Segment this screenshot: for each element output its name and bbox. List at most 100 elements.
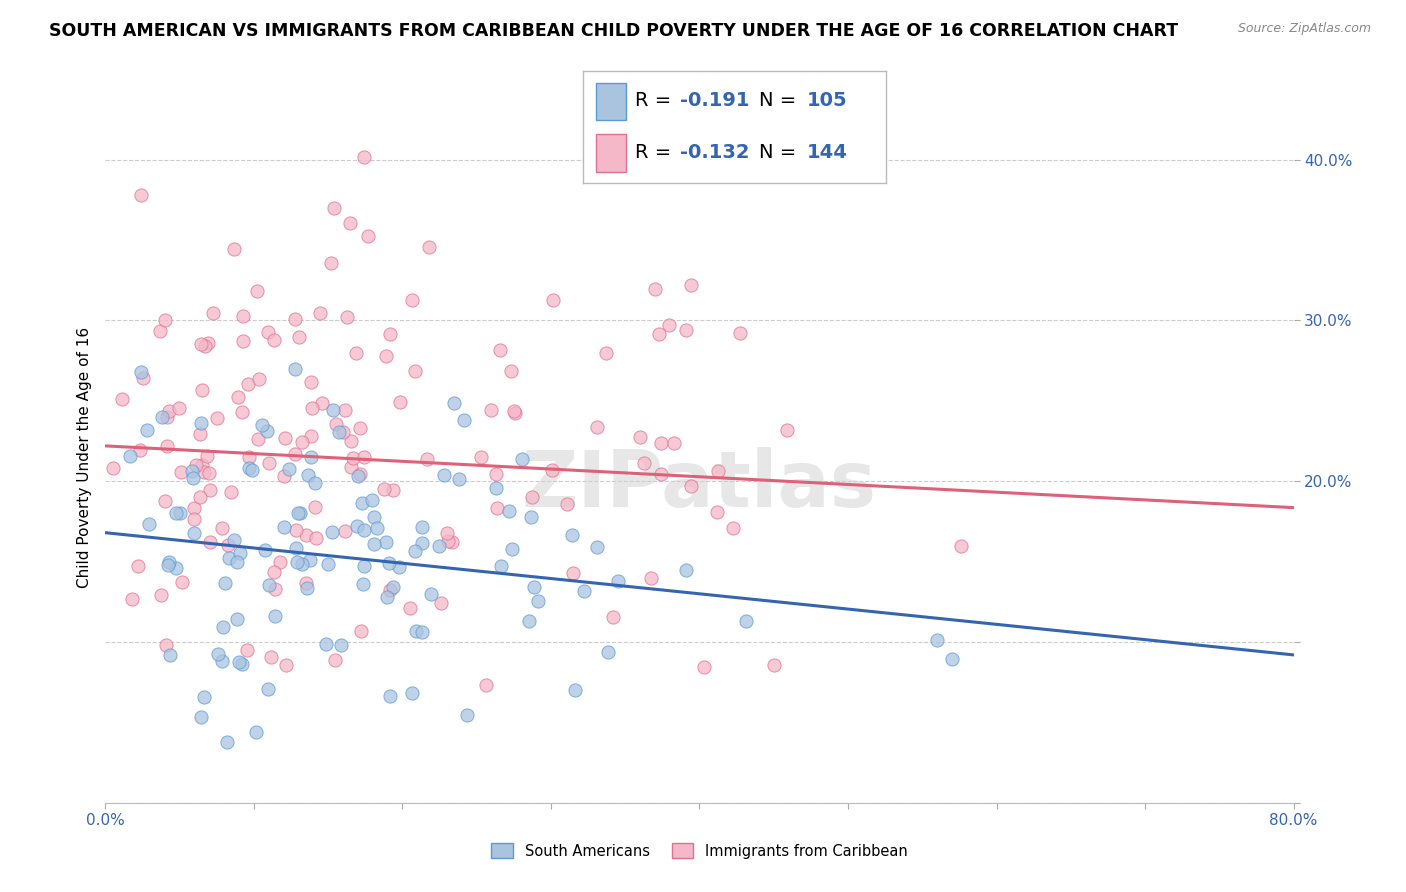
Text: N =: N = <box>759 91 803 110</box>
Point <box>263 565 285 579</box>
Point <box>374 535 396 549</box>
Point <box>693 660 716 674</box>
Point <box>456 708 478 723</box>
Point <box>157 555 180 569</box>
Point <box>236 376 259 391</box>
Point <box>404 364 426 378</box>
Point <box>121 591 143 606</box>
Point <box>381 483 404 497</box>
Point <box>180 464 202 478</box>
Point <box>165 507 187 521</box>
Point <box>523 581 546 595</box>
Point <box>377 590 399 604</box>
Point <box>247 371 270 385</box>
Point <box>214 576 236 591</box>
Point <box>474 678 496 692</box>
Point <box>366 521 388 535</box>
Point <box>564 682 586 697</box>
Point <box>207 647 229 661</box>
Point <box>232 334 254 349</box>
Point <box>129 365 152 379</box>
Point <box>263 608 285 623</box>
Point <box>352 577 374 591</box>
Point <box>380 689 402 703</box>
Point <box>111 392 134 406</box>
Point <box>520 509 543 524</box>
Point <box>522 491 544 505</box>
Text: -0.191: -0.191 <box>681 91 749 110</box>
Point <box>311 395 333 409</box>
Point <box>349 421 371 435</box>
Point <box>169 506 191 520</box>
Point <box>776 423 799 437</box>
Point <box>322 403 344 417</box>
Point <box>284 447 307 461</box>
Point <box>378 556 401 570</box>
Point <box>321 256 343 270</box>
Point <box>485 481 508 495</box>
Point <box>170 574 193 589</box>
Point <box>211 654 233 668</box>
Point <box>257 456 280 470</box>
Point <box>950 539 973 553</box>
Point <box>295 575 318 590</box>
Text: 144: 144 <box>807 144 848 162</box>
Point <box>353 450 375 464</box>
Point <box>501 542 523 557</box>
Point <box>222 243 245 257</box>
Point <box>127 558 149 573</box>
Point <box>586 419 609 434</box>
Point <box>437 533 460 548</box>
Point <box>190 336 212 351</box>
Point <box>941 652 963 666</box>
Point <box>648 327 671 342</box>
Point <box>150 588 173 602</box>
Point <box>512 452 534 467</box>
Point <box>519 614 541 628</box>
Point <box>183 525 205 540</box>
Point <box>232 309 254 323</box>
Point <box>430 596 453 610</box>
Point <box>401 293 423 307</box>
Point <box>167 401 190 415</box>
Point <box>202 306 225 320</box>
Point <box>339 217 361 231</box>
Point <box>217 538 239 552</box>
Point <box>353 150 375 164</box>
Point <box>257 681 280 696</box>
Point <box>245 724 267 739</box>
Point <box>238 461 260 475</box>
Point <box>198 467 221 481</box>
Point <box>235 642 257 657</box>
Point <box>299 376 322 390</box>
Point <box>288 330 311 344</box>
Text: N =: N = <box>759 144 803 162</box>
Point <box>381 580 404 594</box>
Point <box>644 282 666 296</box>
Point <box>675 563 697 577</box>
Point <box>323 201 346 215</box>
Point <box>198 483 221 497</box>
Point <box>336 310 359 325</box>
Point <box>291 557 314 571</box>
Point <box>278 461 301 475</box>
Text: -0.132: -0.132 <box>681 144 749 162</box>
Point <box>191 458 214 473</box>
Point <box>190 427 212 442</box>
Point <box>561 566 583 580</box>
Point <box>675 323 697 337</box>
Point <box>297 581 319 595</box>
Point <box>347 469 370 483</box>
Point <box>373 482 395 496</box>
Point <box>219 484 242 499</box>
Point <box>190 710 212 724</box>
Point <box>315 637 337 651</box>
Point <box>183 512 205 526</box>
Point <box>633 456 655 470</box>
Point <box>333 403 356 417</box>
Point <box>129 187 152 202</box>
Point <box>679 277 702 292</box>
Point <box>650 467 672 481</box>
Point <box>363 537 385 551</box>
Text: SOUTH AMERICAN VS IMMIGRANTS FROM CARIBBEAN CHILD POVERTY UNDER THE AGE OF 16 CO: SOUTH AMERICAN VS IMMIGRANTS FROM CARIBB… <box>49 22 1178 40</box>
